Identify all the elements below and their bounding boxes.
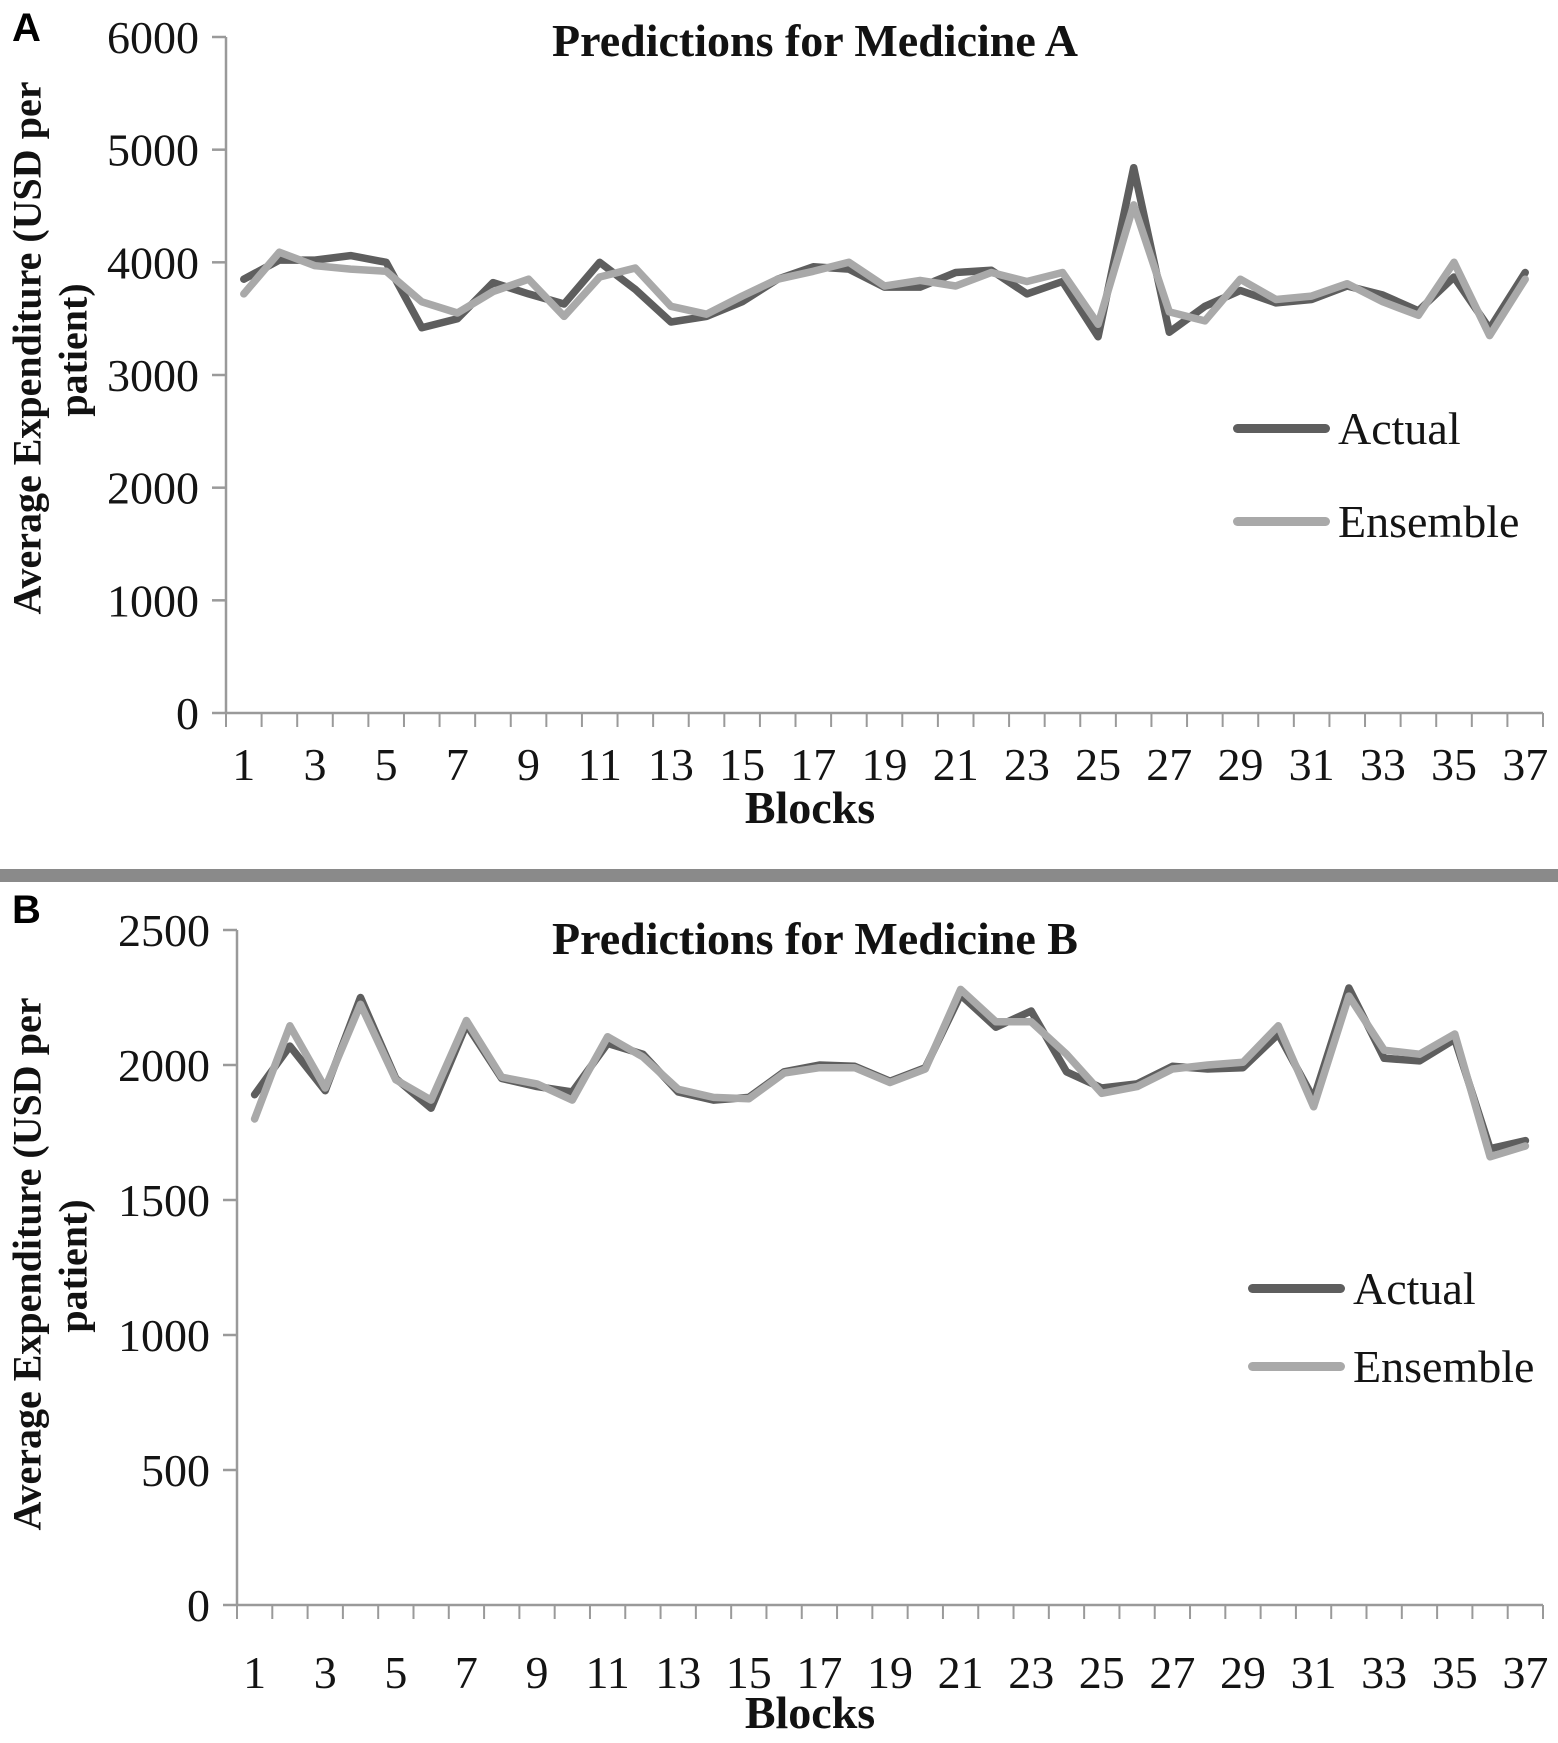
x-tick-label: 29: [1220, 1647, 1266, 1698]
legend-label-actual: Actual: [1353, 1262, 1476, 1314]
series-actual-line: [250, 984, 1530, 1153]
x-tick-label: 23: [1004, 739, 1050, 790]
x-tick-label: 11: [578, 739, 622, 790]
y-tick-label: 0: [187, 1580, 210, 1631]
x-tick-label: 1: [232, 739, 255, 790]
series-ensemble-line: [250, 985, 1530, 1161]
y-tick-label: 1000: [118, 1310, 210, 1361]
panel-a-legend-row-actual: Actual: [1233, 402, 1558, 454]
legend-label-ensemble: Ensemble: [1338, 495, 1520, 547]
y-tick-label: 5000: [107, 125, 199, 176]
x-tick-label: 33: [1360, 739, 1406, 790]
y-tick-label: 1000: [107, 575, 199, 626]
x-tick-label: 3: [314, 1647, 337, 1698]
panel-b-legend-row-ensemble: Ensemble: [1248, 1340, 1558, 1392]
x-tick-label: 5: [375, 739, 398, 790]
x-tick-label: 7: [455, 1647, 478, 1698]
panel-a-title: Predictions for Medicine A: [552, 15, 1078, 66]
x-tick-label: 11: [585, 1647, 629, 1698]
x-tick-label: 31: [1289, 739, 1335, 790]
actual-line-swatch: [1248, 1283, 1345, 1293]
x-tick-label: 25: [1075, 739, 1121, 790]
y-tick-label: 6000: [107, 12, 199, 63]
panel-b-letter: B: [12, 888, 41, 932]
y-tick-label: 4000: [107, 237, 199, 288]
y-tick-label: 1500: [118, 1175, 210, 1226]
x-tick-label: 23: [1008, 1647, 1054, 1698]
x-tick-label: 29: [1217, 739, 1263, 790]
x-tick-label: 27: [1146, 739, 1192, 790]
panel-b-title: Predictions for Medicine B: [552, 913, 1078, 964]
series-actual-line: [240, 163, 1529, 341]
x-tick-label: 5: [384, 1647, 407, 1698]
panel-b-y-axis-title-line1: Average Expenditure (USD per: [4, 997, 50, 1531]
actual-line-swatch: [1233, 423, 1330, 433]
ensemble-line-swatch: [1248, 1361, 1345, 1371]
x-tick-label: 31: [1291, 1647, 1337, 1698]
x-tick-label: 9: [517, 739, 540, 790]
y-tick-label: 0: [176, 688, 199, 739]
x-tick-label: 25: [1079, 1647, 1125, 1698]
y-tick-label: 500: [141, 1445, 210, 1496]
x-tick-label: 1: [243, 1647, 266, 1698]
panel-divider: [0, 869, 1558, 882]
panel-a-y-axis-title-line1: Average Expenditure (USD per: [4, 81, 50, 615]
x-tick-label: 37: [1502, 1647, 1548, 1698]
x-tick-label: 3: [303, 739, 326, 790]
legend-label-actual: Actual: [1338, 402, 1461, 454]
panel-a-letter: A: [12, 6, 41, 50]
panel-b-legend-row-actual: Actual: [1248, 1262, 1558, 1314]
panel-b-x-axis-title: Blocks: [744, 1687, 876, 1738]
y-tick-label: 2500: [118, 905, 210, 956]
x-tick-label: 27: [1149, 1647, 1195, 1698]
panel-a-x-axis-title: Blocks: [744, 782, 876, 833]
series-ensemble-line: [240, 201, 1529, 340]
y-tick-label: 3000: [107, 350, 199, 401]
panel-a-legend-row-ensemble: Ensemble: [1233, 495, 1558, 547]
x-tick-label: 35: [1432, 1647, 1478, 1698]
x-tick-label: 33: [1361, 1647, 1407, 1698]
x-tick-label: 35: [1431, 739, 1477, 790]
x-tick-label: 37: [1502, 739, 1548, 790]
x-tick-label: 9: [526, 1647, 549, 1698]
ensemble-line-swatch: [1233, 516, 1330, 526]
legend-label-ensemble: Ensemble: [1353, 1340, 1535, 1392]
y-tick-label: 2000: [107, 463, 199, 514]
x-tick-label: 7: [446, 739, 469, 790]
y-tick-label: 2000: [118, 1040, 210, 1091]
panel-b-y-axis-title-line2: patient): [50, 1199, 96, 1333]
panel-a-y-axis-title-line2: patient): [50, 283, 96, 417]
